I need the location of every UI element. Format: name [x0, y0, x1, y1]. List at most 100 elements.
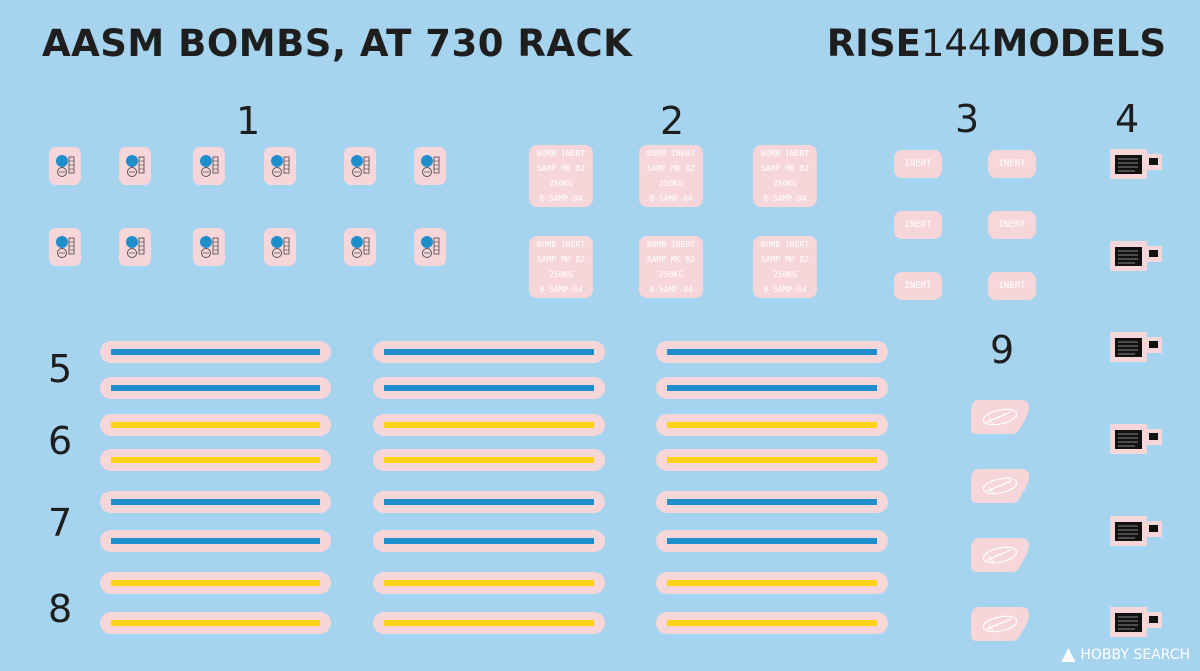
brand-suffix: MODELS: [991, 22, 1167, 65]
stencil-decal: [1107, 238, 1165, 274]
aasm-decal: [344, 147, 376, 185]
set-number-1: 1: [236, 99, 261, 143]
set-number-2: 2: [660, 99, 685, 143]
set-number-7: 7: [48, 501, 73, 545]
stripe-decal: [100, 572, 331, 594]
blue-stripe: [384, 385, 594, 391]
bomb-label-line: SAMP MK 82: [760, 164, 810, 173]
watermark: HOBBY SEARCH: [1061, 647, 1190, 663]
set-number-3: 3: [955, 97, 980, 141]
aasm-emblem-icon: [271, 236, 290, 258]
yellow-stripe: [111, 620, 320, 626]
yellow-stripe: [111, 422, 320, 428]
stripe-decal: [100, 341, 331, 363]
blue-stripe: [111, 499, 320, 505]
yellow-stripe: [667, 620, 877, 626]
warhead-outline-icon: [971, 607, 1029, 641]
yellow-stripe: [384, 457, 594, 463]
warhead-outline-icon: [971, 469, 1029, 503]
bomb-label-line: 250KG: [658, 270, 684, 279]
bomb-inert-label-decal: BOMB INERT SAMP MK 82 250KG B-SAMP-04: [529, 236, 593, 298]
blue-stripe: [384, 499, 594, 505]
stencil-data-icon: [1110, 332, 1162, 362]
inert-decal: INERT: [894, 272, 942, 300]
bomb-label-line: BOMB INERT: [646, 240, 696, 249]
aasm-decal: [414, 228, 446, 266]
aasm-decal: [344, 228, 376, 266]
yellow-stripe: [384, 620, 594, 626]
stripe-decal: [100, 612, 331, 634]
bomb-label-line: B-SAMP-04: [763, 194, 807, 203]
aasm-decal: [264, 147, 296, 185]
bomb-label-line: B-SAMP-04: [539, 194, 583, 203]
set-number-5: 5: [48, 347, 73, 391]
aasm-emblem-icon: [200, 236, 219, 258]
bomb-inert-label-decal: BOMB INERT SAMP MK 82 250KG B-SAMP-04: [529, 145, 593, 207]
bomb-label-line: SAMP MK 82: [760, 255, 810, 264]
blue-stripe: [667, 538, 877, 544]
brand-prefix: RISE: [826, 22, 921, 65]
yellow-stripe: [384, 422, 594, 428]
stripe-decal: [100, 377, 331, 399]
warhead-outline-icon: [971, 538, 1029, 572]
hobby-search-logo-icon: [1061, 648, 1076, 662]
yellow-stripe: [667, 580, 877, 586]
stencil-decal: [1107, 329, 1165, 365]
bomb-label-line: 250KG: [772, 179, 798, 188]
warhead-outline-icon: [971, 400, 1029, 434]
stencil-data-icon: [1110, 149, 1162, 179]
set-number-4: 4: [1115, 97, 1140, 141]
stripe-decal: [656, 491, 888, 513]
yellow-stripe: [667, 457, 877, 463]
blue-stripe: [111, 538, 320, 544]
aasm-decal: [264, 228, 296, 266]
aasm-emblem-icon: [271, 155, 290, 177]
bomb-label-line: BOMB INERT: [536, 149, 586, 158]
set-number-6: 6: [48, 419, 73, 463]
warhead-decal: [969, 605, 1031, 643]
inert-decal: INERT: [894, 211, 942, 239]
aasm-decal: [119, 228, 151, 266]
bomb-label-line: BOMB INERT: [760, 240, 810, 249]
stencil-data-icon: [1110, 424, 1162, 454]
stripe-decal: [656, 572, 888, 594]
aasm-emblem-icon: [421, 155, 440, 177]
stripe-decal: [373, 530, 605, 552]
brand-number: 144: [920, 22, 992, 65]
warhead-decal: [969, 536, 1031, 574]
blue-stripe: [384, 349, 594, 355]
warhead-decal: [969, 467, 1031, 505]
stripe-decal: [100, 449, 331, 471]
stencil-decal: [1107, 513, 1165, 549]
blue-stripe: [384, 538, 594, 544]
bomb-label-line: SAMP MK 82: [536, 164, 586, 173]
stripe-decal: [656, 612, 888, 634]
aasm-emblem-icon: [351, 236, 370, 258]
stripe-decal: [100, 530, 331, 552]
yellow-stripe: [667, 422, 877, 428]
stencil-decal: [1107, 421, 1165, 457]
aasm-emblem-icon: [56, 155, 75, 177]
stripe-decal: [656, 341, 888, 363]
bomb-inert-label-decal: BOMB INERT SAMP MK 82 250KG B-SAMP-04: [639, 145, 703, 207]
stencil-data-icon: [1110, 607, 1162, 637]
bomb-label-line: BOMB INERT: [646, 149, 696, 158]
blue-stripe: [667, 499, 877, 505]
bomb-label-line: SAMP MK 82: [536, 255, 586, 264]
watermark-text: HOBBY SEARCH: [1080, 647, 1190, 663]
aasm-emblem-icon: [56, 236, 75, 258]
bomb-label-line: SAMP MK 82: [646, 255, 696, 264]
inert-decal: INERT: [894, 150, 942, 178]
stripe-decal: [373, 341, 605, 363]
blue-stripe: [667, 385, 877, 391]
stencil-data-icon: [1110, 241, 1162, 271]
stripe-decal: [656, 530, 888, 552]
aasm-decal: [49, 228, 81, 266]
bomb-label-line: 250KG: [548, 179, 574, 188]
aasm-decal: [49, 147, 81, 185]
aasm-emblem-icon: [351, 155, 370, 177]
bomb-label-line: BOMB INERT: [536, 240, 586, 249]
bomb-label-line: B-SAMP-04: [763, 285, 807, 294]
bomb-label-line: 250KG: [772, 270, 798, 279]
stripe-decal: [373, 612, 605, 634]
